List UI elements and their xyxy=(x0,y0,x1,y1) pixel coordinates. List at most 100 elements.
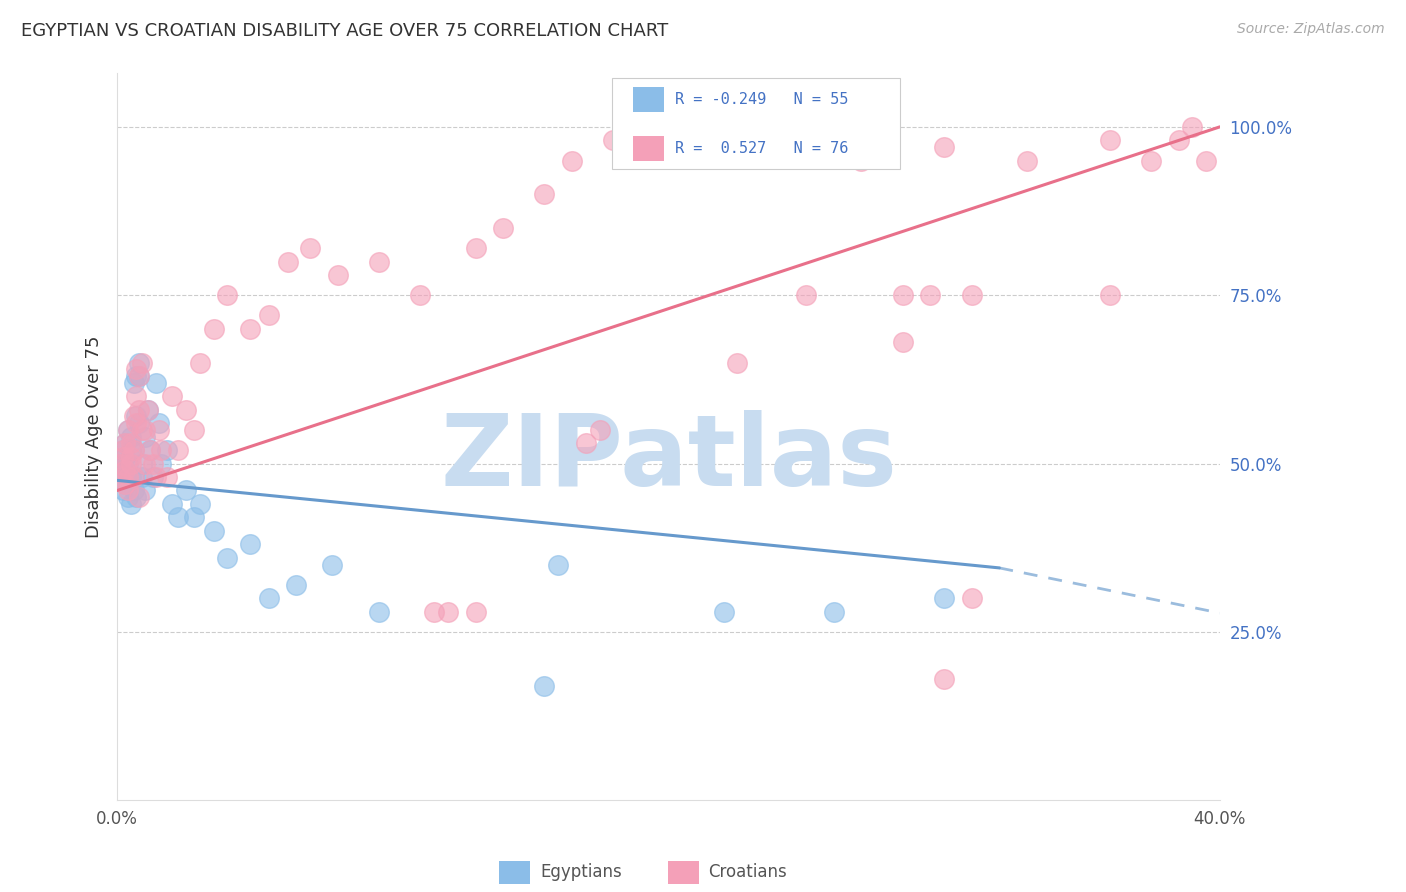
Point xyxy=(277,254,299,268)
Point xyxy=(117,490,139,504)
Text: R =  0.527   N = 76: R = 0.527 N = 76 xyxy=(675,142,848,156)
Point xyxy=(136,402,159,417)
Point xyxy=(166,443,188,458)
Point xyxy=(1167,133,1189,147)
Point xyxy=(162,389,184,403)
Point xyxy=(725,355,748,369)
Point xyxy=(108,457,131,471)
Point xyxy=(134,423,156,437)
Point xyxy=(122,483,145,498)
Point xyxy=(588,423,610,437)
Point xyxy=(796,288,818,302)
Point xyxy=(117,423,139,437)
Point xyxy=(111,483,134,498)
Point xyxy=(108,457,131,471)
Text: ZIPatlas: ZIPatlas xyxy=(440,410,897,507)
Point xyxy=(114,463,136,477)
Point xyxy=(575,436,598,450)
Point xyxy=(125,369,148,384)
Point xyxy=(114,463,136,477)
Point xyxy=(162,497,184,511)
Point xyxy=(136,402,159,417)
Point xyxy=(464,241,486,255)
Point xyxy=(128,369,150,384)
Point xyxy=(437,605,460,619)
Point xyxy=(128,355,150,369)
Point xyxy=(891,288,914,302)
Point xyxy=(128,490,150,504)
Point xyxy=(533,187,555,202)
Point xyxy=(202,322,225,336)
Point xyxy=(108,470,131,484)
Point xyxy=(125,362,148,376)
Point xyxy=(131,355,153,369)
Point xyxy=(131,423,153,437)
Point xyxy=(368,254,391,268)
Point xyxy=(174,402,197,417)
Point xyxy=(326,268,349,282)
Point xyxy=(145,470,167,484)
Point xyxy=(464,605,486,619)
Point xyxy=(321,558,343,572)
Point xyxy=(1098,288,1121,302)
Point xyxy=(409,288,432,302)
Point xyxy=(238,322,260,336)
Point xyxy=(713,605,735,619)
Point xyxy=(122,443,145,458)
Point xyxy=(1015,153,1038,168)
Point xyxy=(145,376,167,390)
Point xyxy=(111,450,134,464)
Point xyxy=(1195,153,1218,168)
Point xyxy=(117,470,139,484)
Point xyxy=(122,470,145,484)
Point xyxy=(139,443,162,458)
Point xyxy=(122,376,145,390)
Point xyxy=(122,470,145,484)
Text: Egyptians: Egyptians xyxy=(540,863,621,881)
Point xyxy=(202,524,225,538)
Point xyxy=(492,220,515,235)
Point xyxy=(131,457,153,471)
Point xyxy=(657,120,679,134)
Point xyxy=(166,510,188,524)
Point xyxy=(134,429,156,443)
Point xyxy=(125,416,148,430)
Point xyxy=(188,497,211,511)
Point xyxy=(114,436,136,450)
Point xyxy=(257,309,280,323)
Point xyxy=(533,679,555,693)
Point xyxy=(960,288,983,302)
Point xyxy=(111,457,134,471)
Point xyxy=(120,457,142,471)
Point xyxy=(1140,153,1163,168)
Point xyxy=(128,402,150,417)
Point xyxy=(257,591,280,606)
Point xyxy=(134,457,156,471)
Point xyxy=(183,510,205,524)
Point xyxy=(934,140,956,154)
Point xyxy=(561,153,583,168)
Point xyxy=(134,483,156,498)
Text: Croatians: Croatians xyxy=(709,863,787,881)
Point xyxy=(960,591,983,606)
Point xyxy=(128,369,150,384)
Point xyxy=(142,457,165,471)
Point xyxy=(823,605,845,619)
Point xyxy=(1098,133,1121,147)
Point xyxy=(125,389,148,403)
Point xyxy=(156,443,179,458)
Point xyxy=(120,470,142,484)
Point xyxy=(148,416,170,430)
Point xyxy=(108,470,131,484)
Point xyxy=(120,443,142,458)
Point xyxy=(547,558,569,572)
Point xyxy=(148,423,170,437)
Point xyxy=(934,672,956,686)
Point xyxy=(111,443,134,458)
Point xyxy=(139,443,162,458)
Point xyxy=(120,429,142,443)
Point xyxy=(602,133,624,147)
Point xyxy=(117,457,139,471)
Point xyxy=(1181,120,1204,134)
Point xyxy=(120,497,142,511)
